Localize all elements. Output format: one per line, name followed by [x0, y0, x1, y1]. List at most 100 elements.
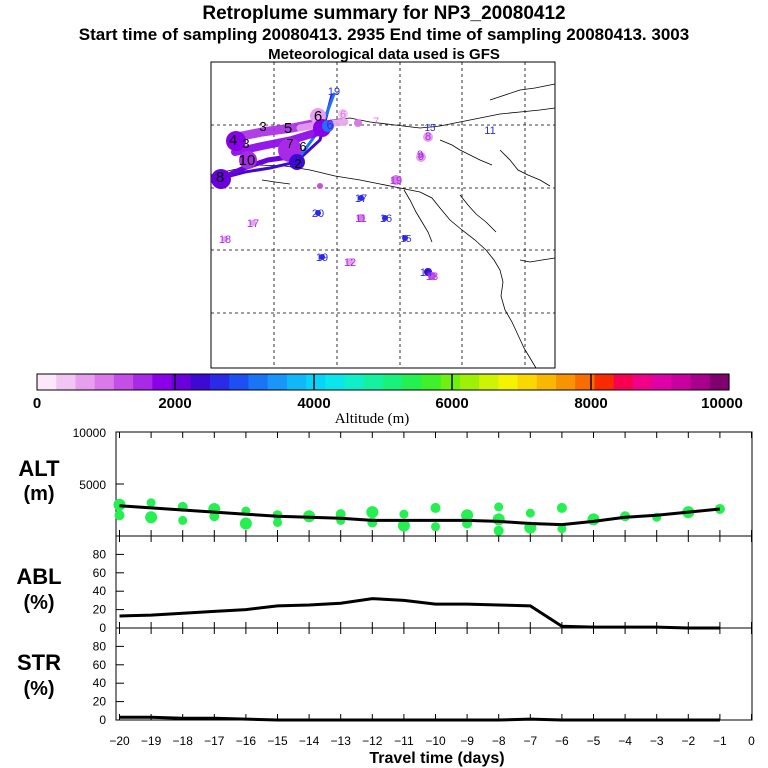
colorbar-cell — [383, 374, 403, 390]
colorbar-cell — [363, 374, 384, 390]
map-day-label: 18 — [219, 234, 231, 246]
alt-scatter-point — [557, 524, 567, 534]
x-tick-label: −1 — [713, 734, 727, 748]
colorbar-cell — [517, 374, 538, 390]
map-day-label: 7 — [373, 116, 379, 128]
abl-panel-frame — [115, 535, 753, 629]
colorbar-cell — [498, 374, 519, 390]
colorbar-cell — [459, 374, 480, 390]
colorbar-cell — [479, 374, 499, 390]
x-tick-label: 0 — [748, 734, 755, 748]
alt-scatter-points — [113, 498, 725, 536]
x-tick-label: −12 — [362, 734, 383, 748]
map-day-label: 6 — [299, 139, 306, 154]
alt-scatter-point — [714, 503, 725, 514]
colorbar-cell — [133, 374, 153, 390]
y-tick-label: 0 — [99, 713, 106, 727]
colorbar-cell — [152, 374, 173, 390]
sampling-times: Start time of sampling 20080413. 2935 En… — [78, 25, 690, 44]
y-tick-label: 80 — [93, 639, 107, 653]
abl-panel-unit: (%) — [23, 592, 54, 614]
coastline — [210, 83, 556, 369]
colorbar-cell — [632, 374, 653, 390]
alt-scatter-point — [431, 522, 440, 532]
colorbar-cell — [267, 374, 288, 390]
colorbar-cell — [190, 374, 211, 390]
colorbar-tick-label: 2000 — [158, 395, 191, 412]
colorbar-cell — [56, 374, 77, 390]
x-tick-label: −2 — [681, 734, 695, 748]
alt-scatter-point — [146, 498, 156, 508]
str-line — [119, 715, 720, 722]
x-tick-label: −8 — [492, 734, 506, 748]
colorbar-cell — [113, 374, 134, 390]
colorbar-cell — [306, 374, 326, 390]
map-day-label: 11 — [355, 213, 366, 225]
colorbar-cell — [402, 374, 423, 390]
alt-mean-line — [119, 504, 721, 527]
y-tick-label: 40 — [93, 584, 107, 598]
alt-scatter-point — [493, 525, 504, 536]
map-day-label: 10 — [239, 152, 256, 169]
colorbar-frame — [36, 373, 730, 391]
alt-scatter-point — [273, 517, 282, 527]
alt-scatter-point — [178, 515, 188, 525]
str-panel-frame — [115, 627, 753, 721]
map-day-label: 6 — [314, 108, 322, 125]
altitude-colorbar: 0 2000 4000 6000 8000 10000 Altitude (m) — [33, 373, 743, 427]
map-day-label: 4 — [229, 132, 237, 149]
map-day-label: 11 — [484, 125, 495, 137]
y-tick-label: 0 — [99, 621, 106, 635]
alt-scatter-point — [239, 517, 252, 530]
colorbar-cell — [709, 374, 730, 390]
map-day-label: 3 — [259, 119, 266, 134]
colorbar-label: Altitude (m) — [335, 411, 410, 427]
map-day-label: 17 — [247, 218, 259, 230]
colorbar-cell — [671, 374, 692, 390]
alt-scatter-point — [397, 519, 410, 532]
x-tick-label: −6 — [555, 734, 569, 748]
x-tick-label: −16 — [236, 734, 257, 748]
x-axis-tick-labels: −20 −19 −18 −17 −16 −15 −14 −13 −12 −11 −10 −9 −8 −7−… — [109, 734, 755, 748]
colorbar-cell — [690, 374, 711, 390]
colorbar-tick-label: 0 — [33, 395, 41, 412]
colorbar-cell — [536, 374, 557, 390]
chart-title: Retroplume summary for NP3_20080412 — [202, 3, 566, 24]
colorbar-cell — [575, 374, 596, 390]
x-tick-label: −15 — [267, 734, 288, 748]
alt-scatter-point — [399, 509, 409, 519]
abl-panel-label: ABL — [16, 564, 61, 589]
alt-scatter-point — [113, 498, 126, 511]
map-day-label: 19 — [390, 175, 402, 187]
abl-panel: ABL (%) 80 60 40 20 0 — [16, 535, 753, 635]
map-day-label: 13 — [426, 271, 438, 283]
alt-scatter-point — [145, 511, 158, 524]
y-tick-label: 20 — [93, 603, 107, 617]
y-tick-label: 80 — [93, 547, 107, 561]
map-day-label: 8 — [425, 131, 431, 143]
x-tick-label: −13 — [331, 734, 352, 748]
alt-panel-unit: (m) — [23, 483, 54, 505]
colorbar-cell — [248, 374, 269, 390]
map-day-label: 19 — [316, 252, 328, 264]
meteorological-data-note: Meteorological data used is GFS — [268, 46, 500, 63]
map-day-label: 19 — [328, 86, 340, 98]
str-panel: STR (%) 80 60 40 20 0 — [17, 627, 753, 727]
alt-scatter-point — [525, 508, 535, 518]
colorbar-cell — [613, 374, 634, 390]
map-day-label: 15 — [424, 123, 436, 134]
x-tick-label: −14 — [299, 734, 320, 748]
map-day-label: 5 — [284, 120, 292, 137]
plume-markers — [211, 108, 436, 280]
map-day-label: 15 — [400, 234, 412, 245]
alt-panel-label: ALT — [18, 456, 60, 481]
map-frame — [210, 61, 556, 369]
colorbar-cell — [421, 374, 442, 390]
colorbar-cell — [594, 374, 615, 390]
abl-line — [119, 597, 720, 630]
colorbar-cell — [556, 374, 576, 390]
x-axis-label: Travel time (days) — [369, 750, 504, 767]
map-day-label: 12 — [344, 257, 356, 269]
